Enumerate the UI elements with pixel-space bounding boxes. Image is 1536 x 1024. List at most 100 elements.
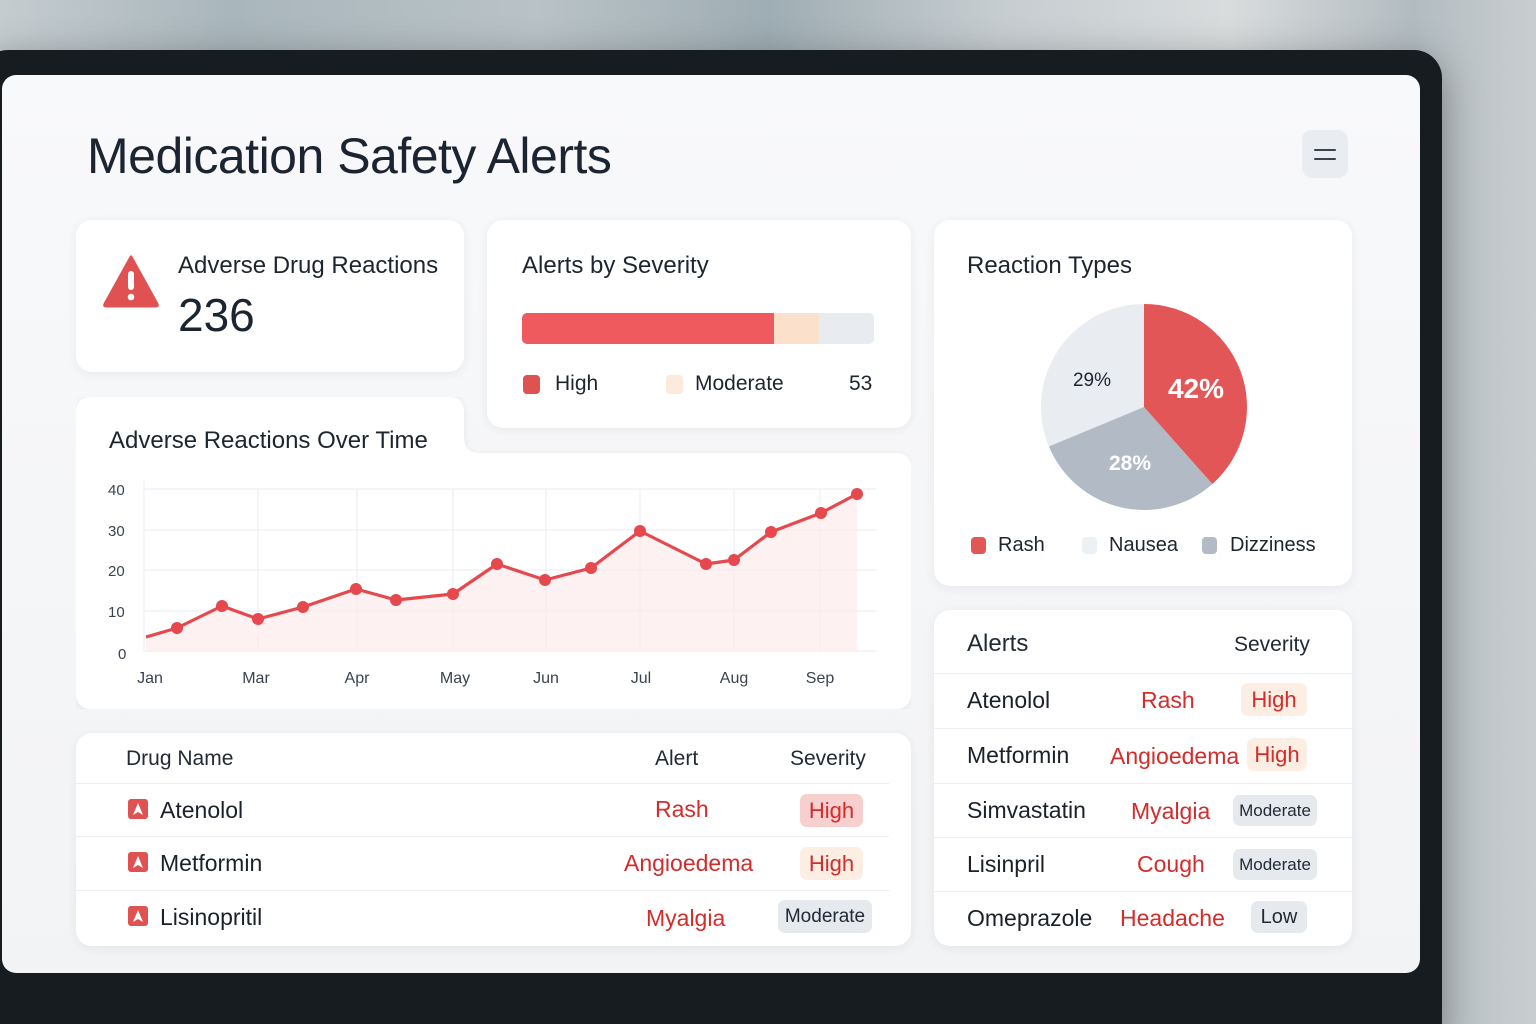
severity-badge: Moderate [1233,849,1317,880]
alert-type: Myalgia [1131,798,1211,824]
drug-name: Metformin [967,742,1070,768]
severity-badge: High [800,794,863,827]
divider [934,728,1352,729]
severity-title: Alerts by Severity [522,252,709,279]
severity-bar-other[interactable] [819,313,874,344]
alert-flag-icon [128,799,148,819]
column-header-severity[interactable]: Severity [1234,633,1310,656]
divider [76,836,889,837]
drug-name: Omeprazole [967,905,1093,931]
svg-text:20: 20 [108,563,125,580]
svg-text:Jun: Jun [533,670,559,687]
drug-name: Metformin [160,850,263,876]
svg-text:Sep: Sep [806,670,835,687]
list-item[interactable]: Metformin Angioedema High [934,728,1352,783]
pie-slice-dizziness[interactable] [1048,407,1213,510]
adverse-reactions-line-chart: 40 30 20 10 0 Jan Mar Apr May Jun Jul Au… [108,481,876,687]
legend-label-moderate: Moderate [695,372,784,395]
legend-label-dizziness: Dizziness [1230,534,1316,556]
svg-text:10: 10 [108,604,125,621]
severity-bar-high[interactable] [522,313,774,344]
severity-bar-moderate[interactable] [773,313,820,344]
alert-type: Rash [655,796,709,822]
list-item[interactable]: Lisinpril Cough Moderate [934,837,1352,891]
severity-badge: High [800,847,863,880]
svg-text:Jan: Jan [137,670,163,687]
svg-text:Aug: Aug [720,670,748,687]
alert-flag-icon [128,906,148,926]
menu-button[interactable] [1302,130,1348,178]
hamburger-menu-icon [1314,148,1336,151]
alerts-list-card: Alerts Severity Atenolol Rash High Metfo… [934,610,1352,946]
reaction-types-card: Reaction Types 42% 29% 28% Rash Nausea D… [934,220,1352,586]
table-row[interactable]: Lisinopritil Myalgia Moderate [76,890,911,944]
pie-slice-nausea[interactable] [1041,304,1144,447]
page-title: Medication Safety Alerts [87,128,612,184]
kpi-value: 236 [178,289,255,341]
severity-badge: High [1241,683,1307,716]
svg-text:Jul: Jul [631,670,651,687]
pie-label-nausea: 29% [1073,370,1111,391]
pie-label-dizziness: 28% [1109,452,1151,475]
drug-name: Atenolol [160,797,244,823]
alert-type: Angioedema [624,850,754,876]
alerts-list-title: Alerts [967,630,1029,657]
legend-label-rash: Rash [998,534,1045,556]
divider [934,673,1352,674]
legend-swatch-nausea [1082,537,1097,554]
severity-badge: Low [1251,901,1307,933]
legend-swatch-dizziness [1202,537,1217,554]
divider [76,890,889,891]
legend-swatch-rash [971,537,986,554]
column-header-drug-name[interactable]: Drug Name [126,747,234,770]
severity-badge: Moderate [778,900,872,933]
divider [934,837,1352,838]
severity-stacked-bar[interactable] [522,313,874,344]
svg-text:40: 40 [108,482,125,499]
divider [934,891,1352,892]
drug-name: Lisinpril [967,851,1045,877]
adverse-reactions-over-time-card: Adverse Reactions Over Time 40 30 [76,397,911,709]
severity-badge: High [1247,738,1307,771]
list-item[interactable]: Simvastatin Myalgia Moderate [934,783,1352,837]
alert-flag-icon [128,852,148,872]
svg-text:0: 0 [118,646,126,663]
pie-label-rash: 42% [1168,373,1224,404]
adverse-reactions-kpi-card[interactable]: Adverse Drug Reactions 236 [76,220,464,372]
severity-count: 53 [849,372,873,395]
table-row[interactable]: Atenolol Rash High [76,783,911,836]
alert-type: Myalgia [646,905,726,931]
pie-slice-rash[interactable] [1144,304,1247,484]
svg-text:Apr: Apr [345,670,371,687]
kpi-label: Adverse Drug Reactions [178,252,439,279]
divider [934,783,1352,784]
column-header-alert[interactable]: Alert [655,747,699,770]
legend-swatch-high [523,375,540,394]
reaction-types-pie-chart: 42% 29% 28% [1041,304,1247,510]
list-item[interactable]: Omeprazole Headache Low [934,891,1352,946]
drug-name: Simvastatin [967,797,1086,823]
alert-type: Rash [1141,687,1195,713]
line-chart-title: Adverse Reactions Over Time [109,427,428,454]
svg-text:Mar: Mar [242,670,270,687]
column-header-severity[interactable]: Severity [790,747,866,770]
warning-triangle-icon [103,255,159,308]
legend-swatch-moderate [666,375,683,394]
legend-label-high: High [555,372,599,395]
legend-label-nausea: Nausea [1109,534,1178,556]
hamburger-menu-icon-line [1314,157,1336,160]
drug-name: Atenolol [967,687,1051,713]
alert-type: Cough [1137,851,1205,877]
reaction-types-title: Reaction Types [967,252,1132,279]
dashboard-screen: Medication Safety Alerts Adverse Drug Re… [2,75,1420,973]
severity-badge: Moderate [1233,795,1317,826]
drug-name: Lisinopritil [160,904,263,930]
drug-alerts-table: Drug Name Alert Severity Atenolol Rash H… [76,733,911,946]
divider [76,783,889,784]
list-item[interactable]: Atenolol Rash High [934,673,1352,728]
table-row[interactable]: Metformin Angioedema High [76,836,911,890]
alerts-by-severity-card: Alerts by Severity High Moderate 53 [487,220,911,428]
svg-text:May: May [440,670,470,687]
alert-type: Headache [1120,905,1225,931]
alert-type: Angioedema [1110,743,1240,769]
